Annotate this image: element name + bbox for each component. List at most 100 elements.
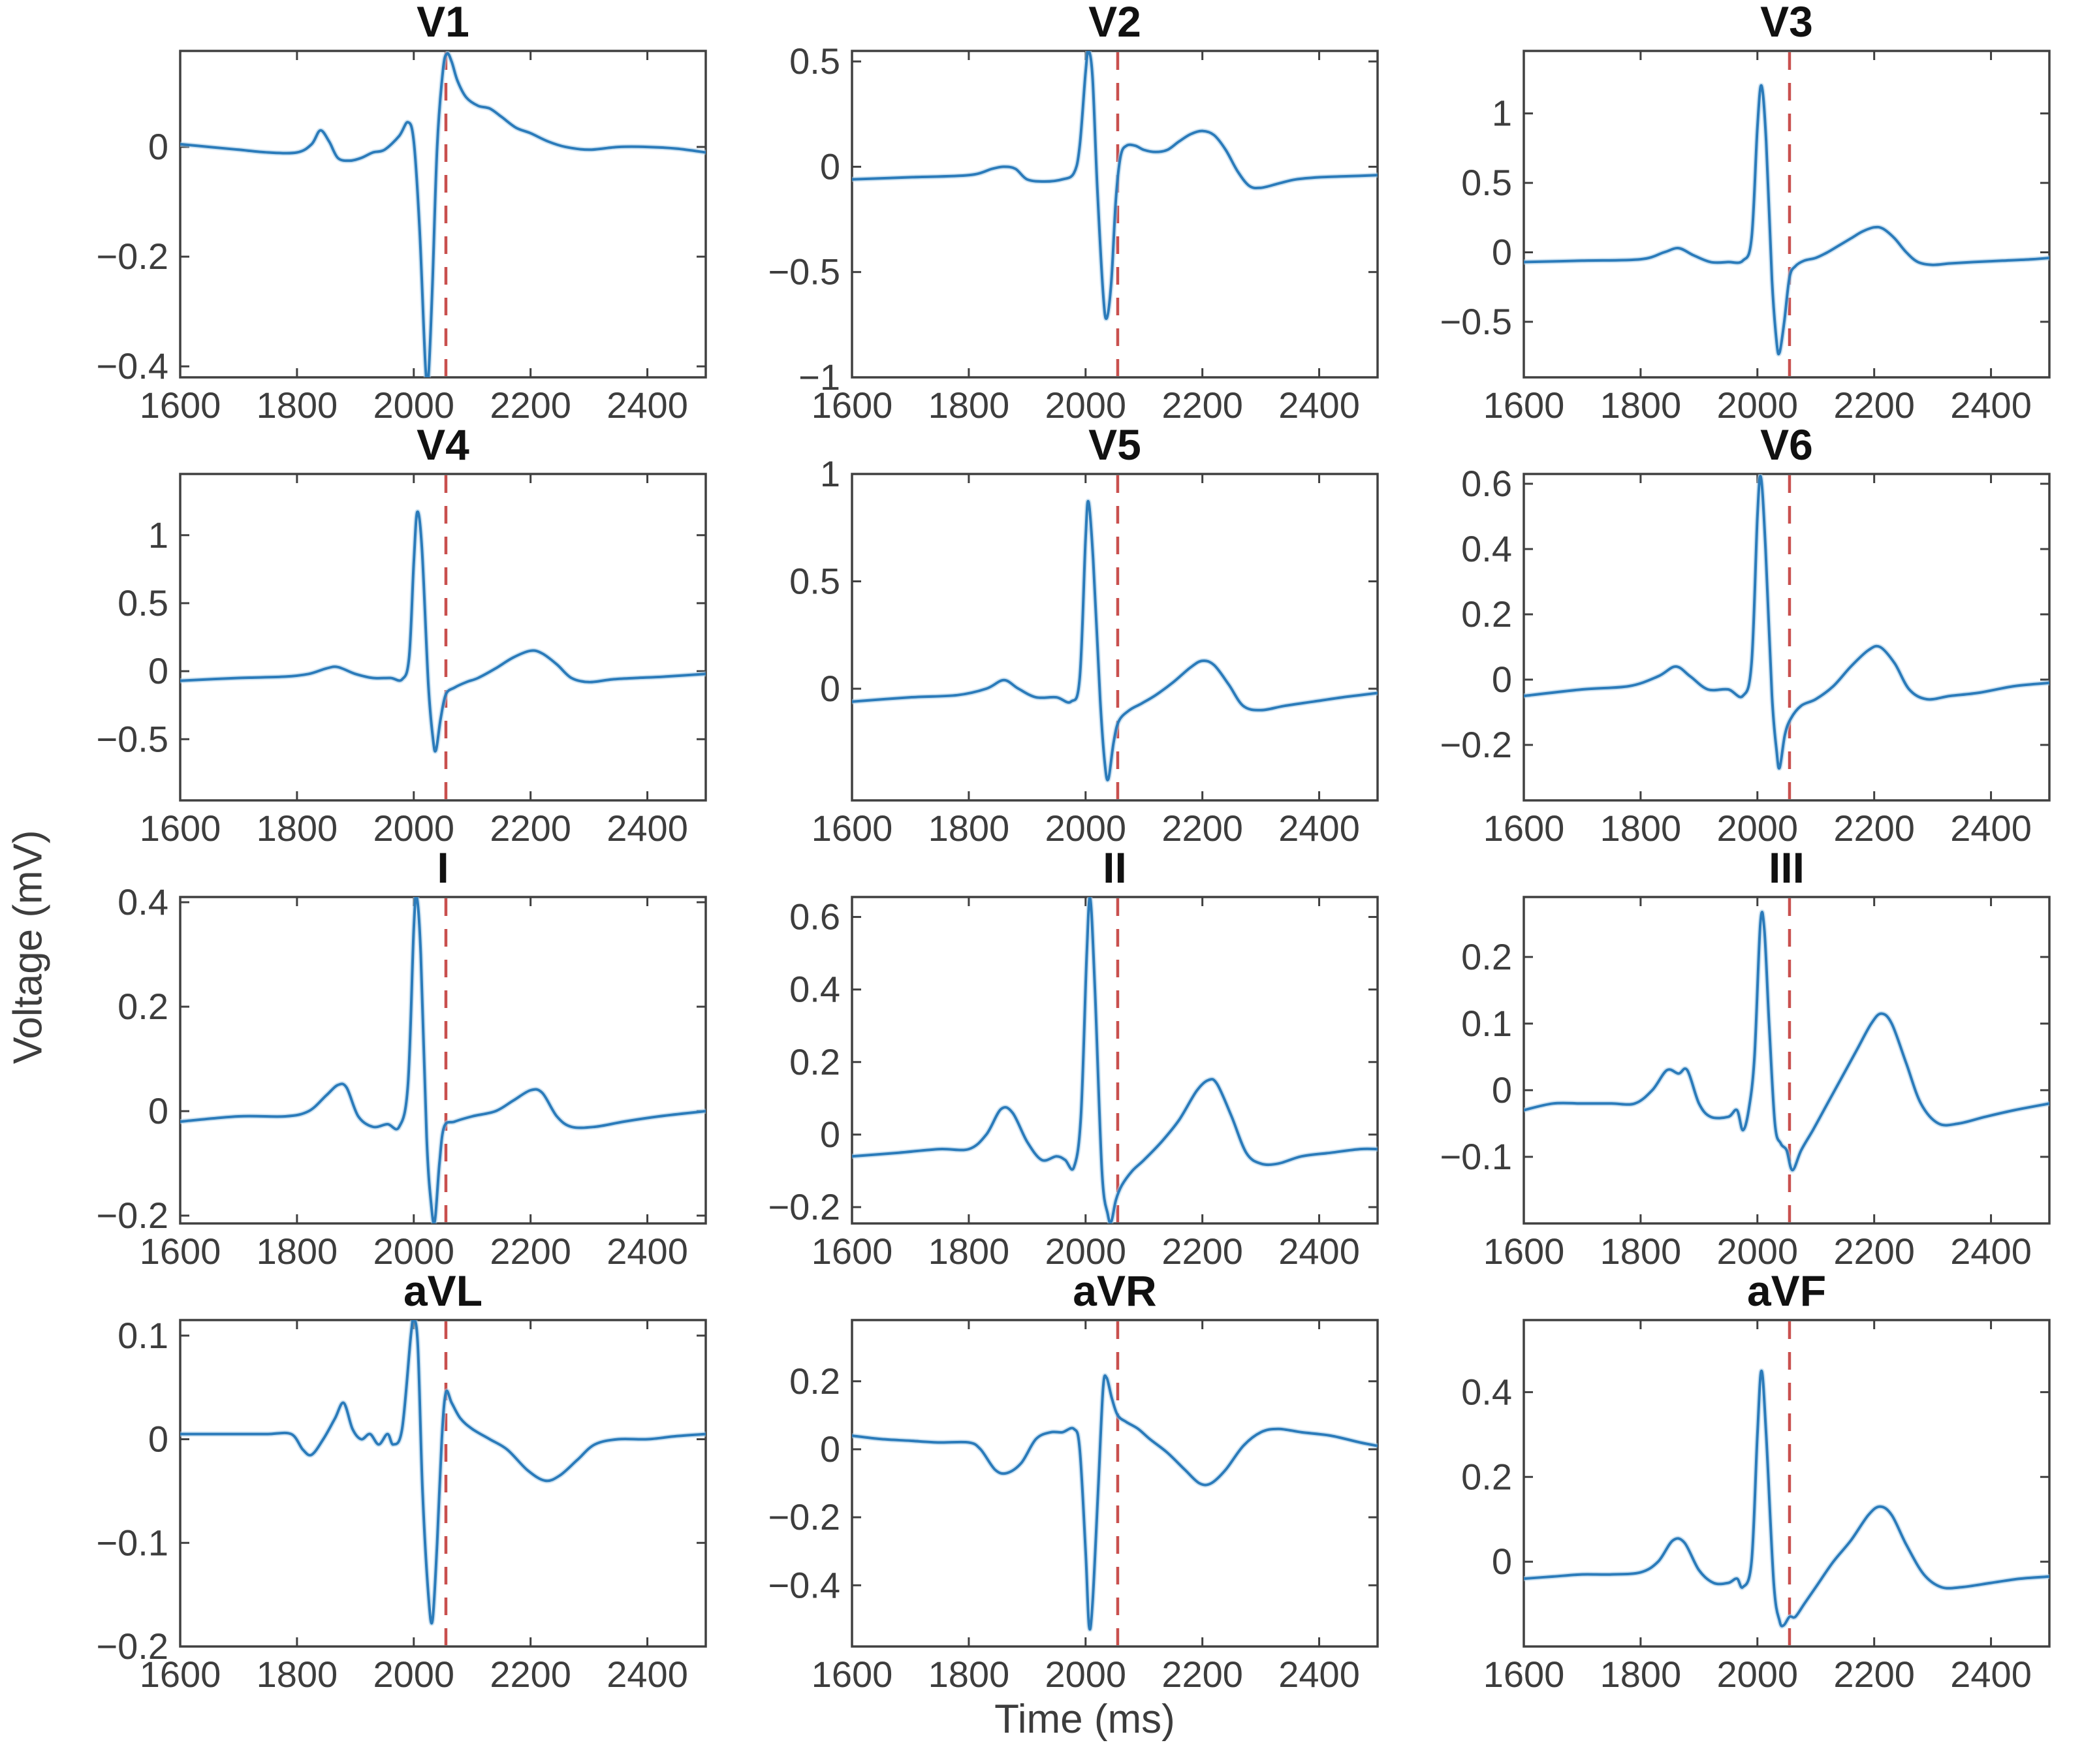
- x-tick-label: 1800: [1600, 808, 1682, 849]
- y-tick-label: 0.6: [1461, 463, 1512, 504]
- y-tick-label: 0.4: [1461, 528, 1512, 569]
- x-tick-label: 2000: [1716, 1654, 1798, 1695]
- subplot-avf: aVF 1600 1800 2000 2200 2400 0.4 0.2 0: [1461, 1274, 2051, 1695]
- subplot-title-v3: V3: [1760, 5, 1813, 46]
- x-tick-label: 1800: [257, 1654, 338, 1695]
- ecg-waveform: [180, 52, 706, 377]
- y-tick-label: −0.2: [768, 1186, 840, 1227]
- subplot-cell-v4: V4 1600 1800 2000 2200 2400 1 0.5 0 −0.5: [77, 428, 749, 851]
- x-tick-label: 2400: [1278, 808, 1360, 849]
- subplot-cell-i: I 1600 1800 2000 2200 2400 0.4 0.2 0 −0.2: [77, 851, 749, 1274]
- x-tick-label: 2200: [1833, 1654, 1915, 1695]
- x-tick-label: 2200: [1833, 385, 1915, 426]
- x-tick-label: 2400: [1950, 385, 2032, 426]
- subplot-v3: V3 1600 1800 2000 2200 2400 1 0.5 0 −0.5: [1440, 5, 2051, 426]
- subplot-title-v2: V2: [1088, 5, 1141, 46]
- x-tick-label: 2200: [1833, 1231, 1915, 1272]
- subplot-title-avf: aVF: [1747, 1274, 1826, 1315]
- ecg-waveform: [852, 51, 1378, 321]
- x-tick-label: 2000: [1716, 808, 1798, 849]
- x-tick-label: 1800: [1600, 1231, 1682, 1272]
- y-tick-label: 0: [820, 668, 840, 709]
- subplot-v5: V5 1600 1800 2000 2200 2400 1 0.5 0: [789, 428, 1379, 849]
- y-tick-label: −0.2: [1440, 724, 1512, 765]
- y-tick-label: 0: [820, 146, 840, 187]
- y-axis-label-text: Voltage (mV): [5, 829, 51, 1064]
- x-tick-label: 1600: [812, 1231, 893, 1272]
- subplot-avr: aVR 1600 1800 2000 2200 2400 0.2 0 −0.2 −0.4: [768, 1274, 1379, 1695]
- y-tick-label: 0: [148, 126, 168, 167]
- y-tick-label: −0.2: [96, 1195, 168, 1236]
- x-tick-label: 1800: [928, 808, 1010, 849]
- y-tick-label: 1: [148, 514, 168, 556]
- ecg-waveform: [180, 510, 706, 753]
- y-tick-label: 0.2: [1461, 593, 1512, 635]
- y-tick-label: 0.1: [1461, 1003, 1512, 1044]
- subplot-title-iii: III: [1769, 851, 1805, 892]
- y-tick-label: −0.4: [96, 345, 168, 386]
- x-tick-label: 2400: [1278, 385, 1360, 426]
- subplot-cell-v5: V5 1600 1800 2000 2200 2400 1 0.5 0: [749, 428, 1421, 851]
- y-tick-label: 0.2: [1461, 1456, 1512, 1497]
- x-tick-label: 2400: [1950, 1231, 2032, 1272]
- x-tick-label: 1600: [812, 1654, 893, 1695]
- y-tick-label: −0.2: [768, 1496, 840, 1537]
- y-tick-label: 0: [1492, 1069, 1512, 1110]
- x-tick-label: 1800: [928, 385, 1010, 426]
- subplot-cell-iii: III 1600 1800 2000 2200 2400 0.2 0.1 0 −0.1: [1421, 851, 2092, 1274]
- y-tick-label: 0.4: [1461, 1371, 1512, 1412]
- x-tick-label: 2000: [1716, 1231, 1798, 1272]
- x-tick-label: 1600: [1483, 1231, 1565, 1272]
- subplot-cell-avr: aVR 1600 1800 2000 2200 2400 0.2 0 −0.2 −0.4: [749, 1274, 1421, 1697]
- y-tick-label: 0.4: [118, 881, 168, 922]
- x-tick-label: 2200: [1833, 808, 1915, 849]
- subplot-i: I 1600 1800 2000 2200 2400 0.4 0.2 0 −0.2: [96, 851, 707, 1272]
- x-tick-label: 1600: [140, 1654, 221, 1695]
- x-tick-label: 1600: [140, 1231, 221, 1272]
- ecg-waveform: [852, 1374, 1378, 1631]
- y-tick-label: 0: [1492, 1541, 1512, 1582]
- ecg-waveform: [1524, 911, 2049, 1172]
- y-tick-label: −0.4: [768, 1564, 840, 1605]
- y-tick-label: 0: [1492, 659, 1512, 700]
- subplot-cell-v2: V2 1600 1800 2000 2200 2400 0.5 0 −0.5 −1: [749, 5, 1421, 428]
- subplot-avl: aVL 1600 1800 2000 2200 2400 0.1 0 −0.1 −0.2: [96, 1274, 707, 1695]
- x-tick-label: 1600: [812, 385, 893, 426]
- x-tick-label: 2200: [490, 1231, 571, 1272]
- ecg-waveform: [852, 897, 1378, 1223]
- ecg-waveform: [852, 499, 1378, 781]
- y-tick-label: 0: [1492, 232, 1512, 273]
- y-tick-label: 0: [148, 650, 168, 691]
- ecg-waveform: [180, 1320, 706, 1625]
- x-tick-label: 1800: [1600, 1654, 1682, 1695]
- y-tick-label: 1: [820, 453, 840, 494]
- y-tick-label: 1: [1492, 93, 1512, 134]
- subplot-title-v4: V4: [417, 428, 469, 469]
- subplot-title-v1: V1: [417, 5, 469, 46]
- x-tick-label: 2400: [607, 385, 688, 426]
- subplot-cell-v3: V3 1600 1800 2000 2200 2400 1 0.5 0 −0.5: [1421, 5, 2092, 428]
- subplot-cell-v6: V6 1600 1800 2000 2200 2400 0.6 0.4 0.2 0 −0.2: [1421, 428, 2092, 851]
- x-tick-label: 2000: [1045, 385, 1126, 426]
- subplot-title-avr: aVR: [1073, 1274, 1156, 1315]
- y-tick-label: −1: [798, 356, 840, 398]
- x-tick-label: 1600: [1483, 808, 1565, 849]
- y-tick-label: −0.2: [96, 1626, 168, 1667]
- ecg-waveform: [1524, 475, 2049, 770]
- subplot-cell-avl: aVL 1600 1800 2000 2200 2400 0.1 0 −0.1 −0.2: [77, 1274, 749, 1697]
- x-tick-label: 1600: [1483, 1654, 1565, 1695]
- x-tick-label: 2000: [1716, 385, 1798, 426]
- y-tick-label: 0.4: [789, 969, 840, 1010]
- x-tick-label: 2400: [607, 1654, 688, 1695]
- x-tick-label: 2400: [607, 1231, 688, 1272]
- y-tick-label: 0.2: [789, 1041, 840, 1082]
- y-tick-label: −0.1: [1440, 1136, 1512, 1177]
- x-tick-label: 2000: [373, 1231, 454, 1272]
- subplot-cell-ii: II 1600 1800 2000 2200 2400 0.6 0.4 0.2 0 −0.2: [749, 851, 1421, 1274]
- y-tick-label: 0: [820, 1114, 840, 1155]
- y-tick-label: 0.5: [789, 560, 840, 601]
- subplot-title-v5: V5: [1088, 428, 1141, 469]
- subplot-grid: V1 1600 1800 2000 2200 2400 0 −0.2 −0.4 V2 1600 180…: [77, 5, 2092, 1697]
- subplot-v4: V4 1600 1800 2000 2200 2400 1 0.5 0 −0.5: [96, 428, 707, 849]
